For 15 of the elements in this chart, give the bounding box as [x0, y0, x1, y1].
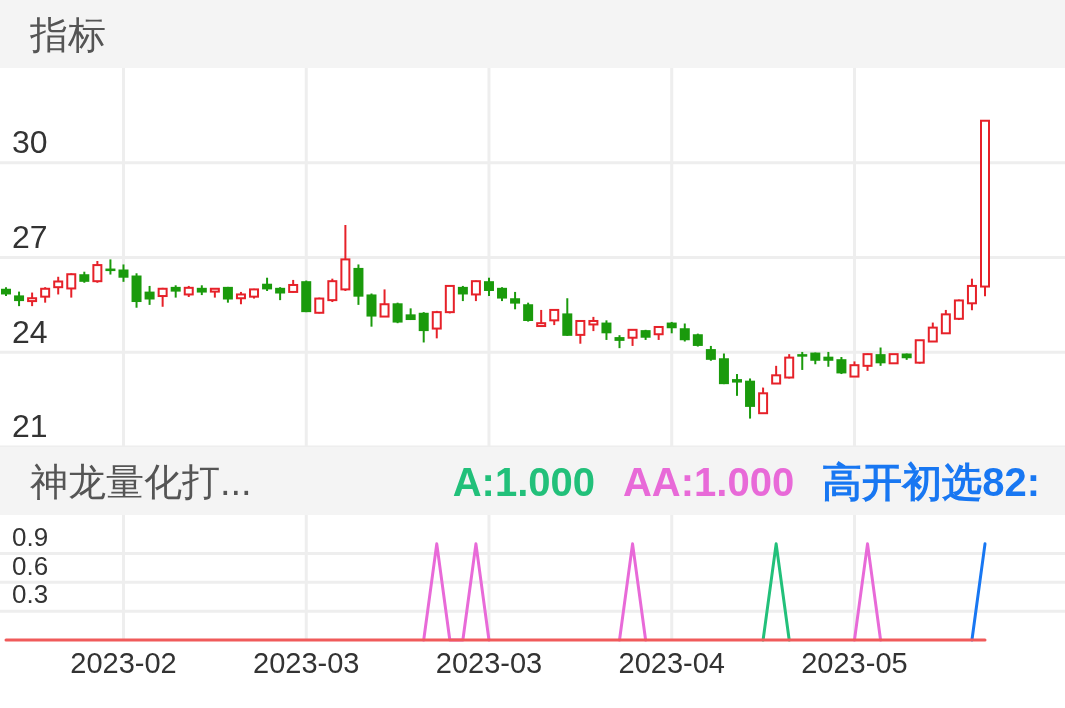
y-tick-label: 0.6 — [12, 550, 49, 581]
x-tick-label: 2023-04 — [618, 647, 725, 679]
x-tick-label: 2023-02 — [70, 647, 177, 679]
y-tick-label: 0.9 — [12, 521, 49, 552]
chart-title: 指标 — [29, 14, 106, 56]
x-tick-label: 2023-05 — [801, 647, 908, 679]
x-tick-label: 2023-03 — [435, 647, 543, 679]
y-tick-label: 24 — [12, 313, 48, 350]
chart-title: 神龙量化打... — [30, 461, 252, 503]
y-tick-label: 27 — [12, 218, 48, 255]
y-tick-label: 30 — [12, 124, 48, 161]
y-tick-label: 21 — [12, 408, 48, 445]
y-tick-label: 0.3 — [12, 579, 49, 610]
legend: A:1.000 AA:1.000 高开初选82: — [452, 460, 1040, 504]
x-tick-label: 2023-03 — [253, 647, 360, 679]
